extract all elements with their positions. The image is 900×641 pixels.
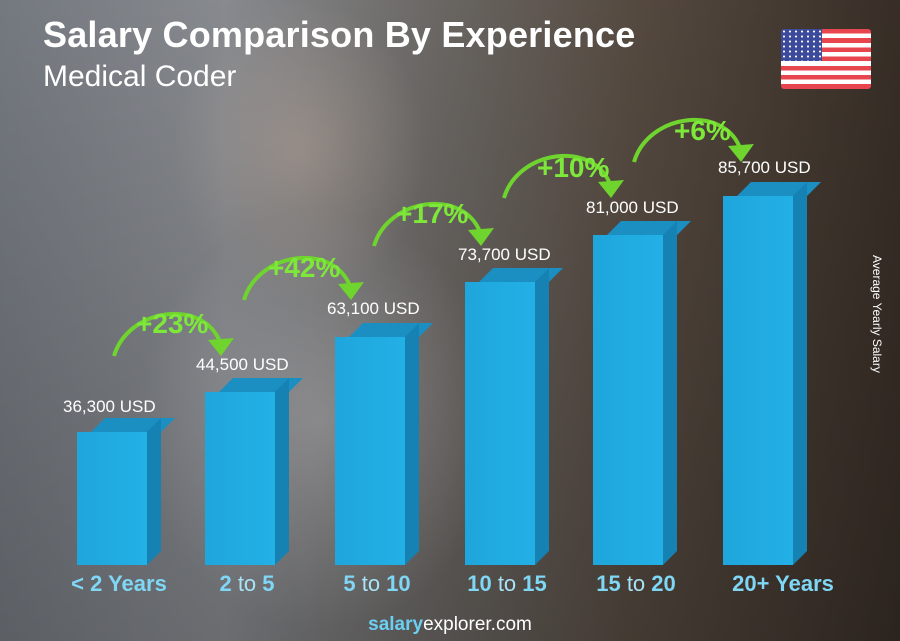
site-link[interactable]: salaryexplorer.com: [368, 614, 532, 635]
bar-20plus: [723, 182, 821, 565]
increase-label: +42%: [268, 252, 341, 283]
us-flag-icon: [781, 29, 871, 89]
value-label: 36,300 USD: [63, 397, 156, 416]
increase-arrow-icon: [502, 153, 624, 199]
value-label: 85,700 USD: [718, 158, 811, 177]
bar-lt2: [77, 418, 175, 565]
category-label: 2 to 5: [219, 571, 275, 596]
increase-label: +23%: [136, 308, 209, 339]
category-label: 20+ Years: [732, 571, 834, 596]
increase-arrow-icon: [632, 117, 754, 163]
increase-arrow-icon: [242, 255, 364, 301]
increase-label: +17%: [396, 198, 469, 229]
value-label: 44,500 USD: [196, 355, 289, 374]
chart-subtitle: Medical Coder: [43, 60, 237, 93]
increase-label: +6%: [674, 115, 731, 146]
category-label: < 2 Years: [71, 571, 167, 596]
increase-label: +10%: [537, 152, 610, 183]
value-label: 81,000 USD: [586, 198, 679, 217]
bar-10to15: [465, 268, 563, 565]
bar-2to5: [205, 378, 303, 565]
increase-arrow-icon: [112, 311, 234, 357]
increase-arrow-icon: [372, 201, 494, 247]
bar-5to10: [335, 323, 433, 565]
category-label: 5 to 10: [343, 571, 411, 596]
category-label: 15 to 20: [596, 571, 676, 596]
category-label: 10 to 15: [467, 571, 547, 596]
y-axis-label: Average Yearly Salary: [870, 255, 884, 373]
value-label: 73,700 USD: [458, 245, 551, 264]
bar-15to20: [593, 221, 691, 565]
value-label: 63,100 USD: [327, 299, 420, 318]
chart-title: Salary Comparison By Experience: [43, 14, 636, 55]
